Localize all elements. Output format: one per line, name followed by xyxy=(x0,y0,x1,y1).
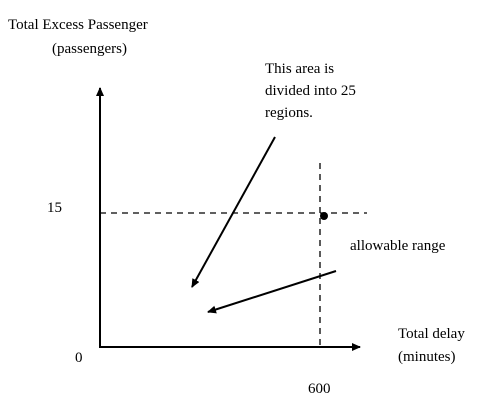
x-axis-title: Total delay xyxy=(398,326,465,342)
area-annotation-line-1: This area is xyxy=(265,61,335,77)
range-pointer-arrow xyxy=(207,270,337,314)
x-tick-label: 600 xyxy=(308,381,331,397)
area-annotation-line-2: divided into 25 xyxy=(265,83,356,99)
area-annotation-line-3: regions. xyxy=(265,105,313,121)
range-annotation: allowable range xyxy=(350,238,446,254)
x-axis-unit: (minutes) xyxy=(398,349,456,365)
limit-point xyxy=(320,212,328,220)
area-pointer-arrow xyxy=(191,136,276,288)
y-tick-label: 15 xyxy=(47,200,62,216)
y-axis-title: Total Excess Passenger xyxy=(8,17,148,33)
origin-label: 0 xyxy=(75,350,83,366)
y-axis-unit: (passengers) xyxy=(52,41,127,57)
